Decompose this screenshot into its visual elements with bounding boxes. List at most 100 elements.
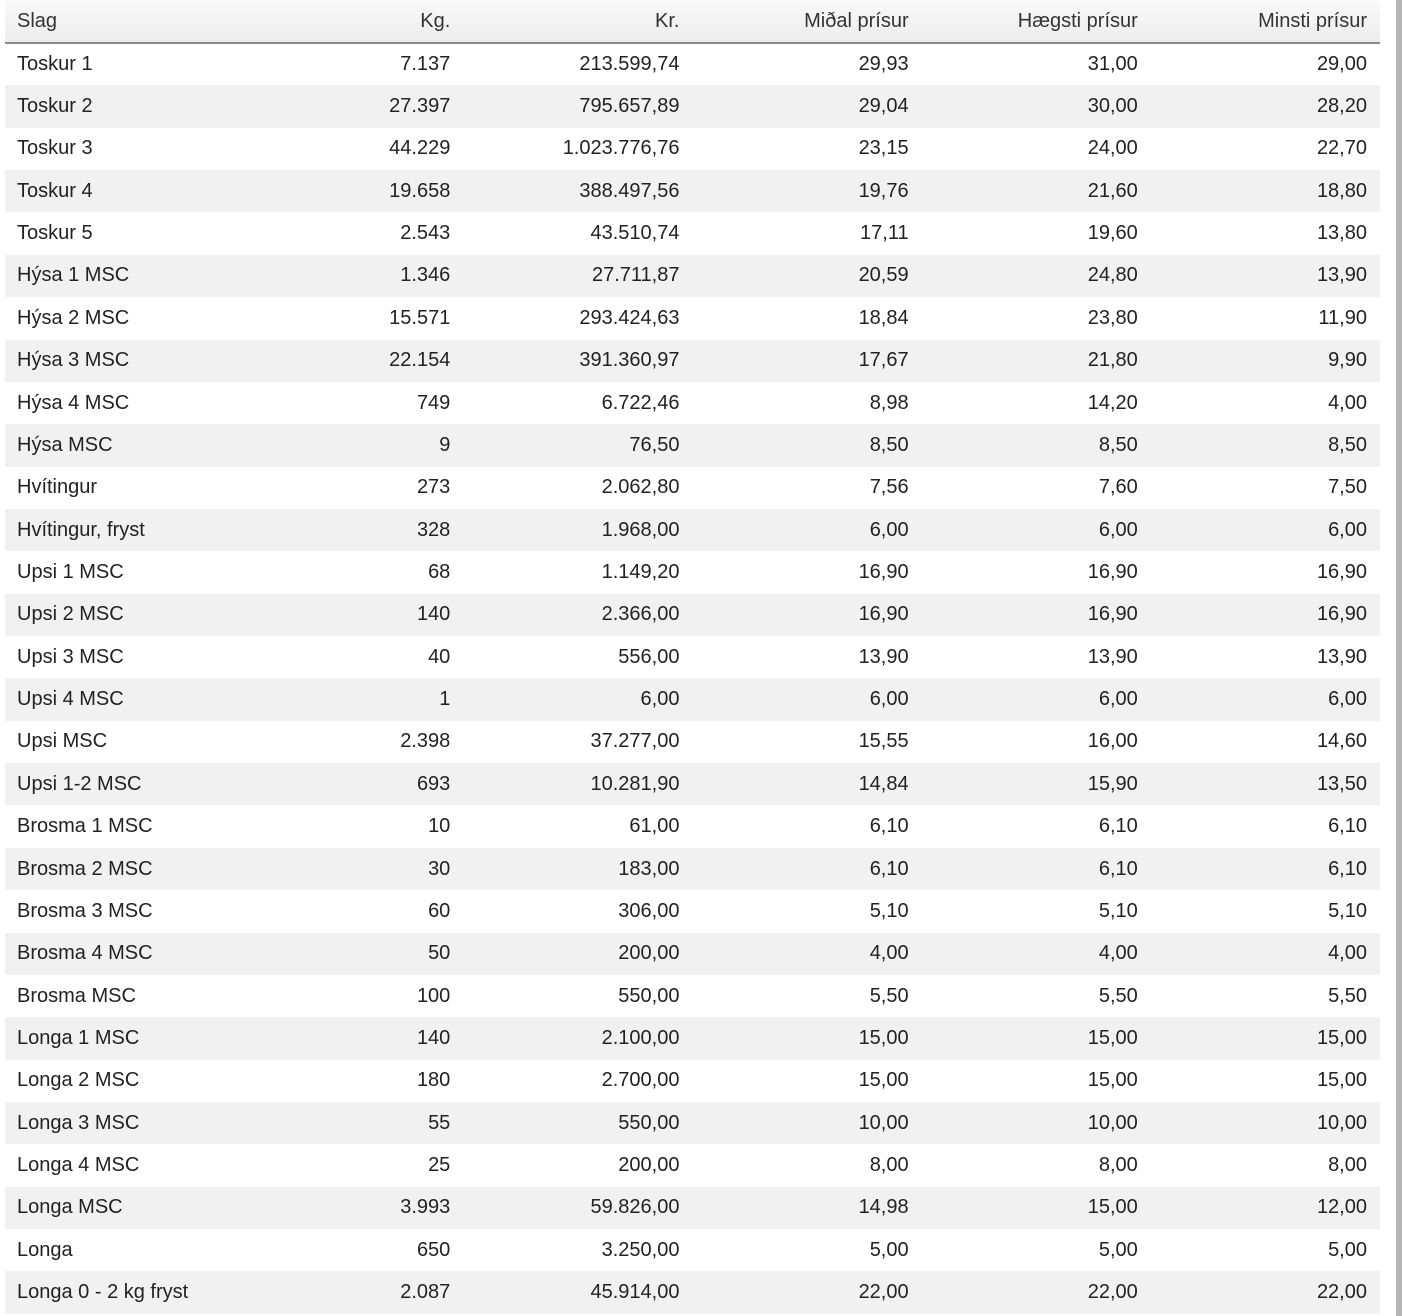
column-header-slag[interactable]: Slag [5,0,235,44]
cell-slag: Toskur 1 [17,53,93,76]
cell-kg: 749 [416,391,451,414]
cell-minsti: 6,00 [1150,678,1380,721]
cell-kr: 306,00 [618,899,680,922]
table-row: Hýsa 3 MSC 22.154 391.360,97 17,67 21,80 9,90 [5,339,1380,382]
cell-kr: 37.277,00 [590,730,680,753]
cell-midal: 15,00 [858,1069,909,1092]
cell-midal: 23,15 [858,137,909,160]
cell-slag: Longa 3 MSC [5,1101,235,1145]
table-row: Upsi 4 MSC 1 6,00 6,00 6,00 6,00 [5,678,1380,721]
cell-kg: 328 [234,508,464,552]
cell-kr: 293.424,63 [579,306,680,329]
table-row: Brosma 3 MSC 60 306,00 5,10 5,10 5,10 [5,890,1380,932]
table-row: Upsi 1 MSC 68 1.149,20 16,90 16,90 16,90 [5,551,1380,593]
column-header-haegsti[interactable]: Hægsti prísur [921,0,1151,44]
cell-midal: 29,04 [692,85,922,128]
cell-kr: 550,00 [618,984,680,1007]
cell-haegsti: 6,00 [921,508,1151,552]
cell-kr: 2.700,00 [601,1069,680,1092]
cell-midal: 16,90 [692,593,922,637]
table-row: Brosma 4 MSC 50 200,00 4,00 4,00 4,00 [5,932,1380,975]
vertical-scrollbar[interactable] [1396,0,1402,1316]
cell-slag: Longa [17,1238,73,1261]
cell-minsti: 15,00 [1150,1017,1380,1060]
cell-kr: 61,00 [629,815,680,838]
cell-haegsti: 7,60 [1098,476,1138,499]
cell-kg: 50 [234,932,464,975]
cell-minsti: 13,80 [1316,222,1367,245]
table-row: Hýsa 4 MSC 749 6.722,46 8,98 14,20 4,00 [5,382,1380,424]
cell-kr: 795.657,89 [463,85,693,128]
price-table: Slag Kg. Kr. Miðal prísur Hægsti prísur Minst… [5,0,1380,1314]
cell-slag: Hýsa MSC [5,424,235,467]
cell-haegsti: 22,00 [921,1271,1151,1314]
cell-haegsti: 23,80 [1087,306,1138,329]
column-header-minsti[interactable]: Minsti prísur [1150,0,1380,44]
cell-kr: 6,00 [463,678,693,721]
cell-midal: 5,50 [869,984,909,1007]
cell-haegsti: 21,80 [921,339,1151,382]
table-row: Hvítingur 273 2.062,80 7,56 7,60 7,50 [5,467,1380,509]
column-header-kg[interactable]: Kg. [234,0,464,44]
cell-haegsti: 6,10 [1098,815,1138,838]
cell-slag: Brosma MSC [17,984,136,1007]
cell-minsti: 16,90 [1150,593,1380,637]
cell-slag: Upsi 4 MSC [5,678,235,721]
cell-minsti: 6,10 [1150,847,1380,891]
cell-slag: Brosma 2 MSC [5,847,235,891]
cell-minsti: 6,00 [1150,508,1380,552]
cell-slag: Brosma 1 MSC [17,815,153,838]
cell-haegsti: 15,00 [921,1017,1151,1060]
price-table-container: Slag Kg. Kr. Miðal prísur Hægsti prísur Minst… [5,0,1380,1314]
cell-slag: Longa 0 - 2 kg fryst [5,1271,235,1314]
cell-haegsti: 5,50 [1098,984,1138,1007]
cell-kr: 200,00 [463,932,693,975]
cell-midal: 20,59 [692,254,922,298]
cell-haegsti: 10,00 [921,1101,1151,1145]
cell-kr: 388.497,56 [463,170,693,213]
table-row: Upsi 2 MSC 140 2.366,00 16,90 16,90 16,90 [5,593,1380,637]
table-row: Hýsa 1 MSC 1.346 27.711,87 20,59 24,80 13,90 [5,254,1380,298]
column-header-midal[interactable]: Miðal prísur [692,0,922,44]
table-row: Brosma 2 MSC 30 183,00 6,10 6,10 6,10 [5,847,1380,891]
cell-minsti: 4,00 [1150,932,1380,975]
cell-kr: 1.149,20 [601,560,680,583]
cell-minsti: 15,00 [1316,1069,1367,1092]
cell-minsti: 16,90 [1316,560,1367,583]
cell-minsti: 13,50 [1150,763,1380,806]
cell-slag: Toskur 4 [5,170,235,213]
cell-midal: 6,00 [692,508,922,552]
cell-kg: 3.993 [234,1186,464,1230]
cell-kg: 10 [428,815,451,838]
cell-slag: Hvítingur, fryst [5,508,235,552]
cell-haegsti: 30,00 [921,85,1151,128]
cell-kg: 7.137 [400,53,451,76]
cell-kr: 391.360,97 [463,339,693,382]
cell-slag: Longa 1 MSC [5,1017,235,1060]
cell-kg: 2.087 [234,1271,464,1314]
cell-haegsti: 19,60 [1087,222,1138,245]
cell-slag: Toskur 5 [17,222,93,245]
cell-haegsti: 6,10 [921,847,1151,891]
cell-minsti: 13,90 [1316,645,1367,668]
cell-minsti: 6,10 [1328,815,1367,838]
cell-midal: 8,98 [869,391,909,414]
cell-kr: 550,00 [463,1101,693,1145]
cell-kr: 27.711,87 [463,254,693,298]
cell-slag: Hýsa 1 MSC [5,254,235,298]
table-row: Upsi 1-2 MSC 693 10.281,90 14,84 15,90 13,50 [5,763,1380,806]
cell-haegsti: 24,80 [921,254,1151,298]
cell-haegsti: 15,00 [921,1186,1151,1230]
table-header-row: Slag Kg. Kr. Miðal prísur Hægsti prísur Minst… [5,0,1380,44]
cell-midal: 8,00 [869,1154,909,1177]
cell-kr: 10.281,90 [463,763,693,806]
cell-midal: 6,10 [692,847,922,891]
cell-minsti: 9,90 [1150,339,1380,382]
cell-minsti: 22,70 [1316,137,1367,160]
cell-minsti: 28,20 [1150,85,1380,128]
table-row: Toskur 1 7.137 213.599,74 29,93 31,00 29,00 [5,43,1380,85]
column-header-kr[interactable]: Kr. [463,0,693,44]
cell-haegsti: 6,00 [921,678,1151,721]
cell-slag: Toskur 2 [5,85,235,128]
cell-kg: 1.346 [234,254,464,298]
